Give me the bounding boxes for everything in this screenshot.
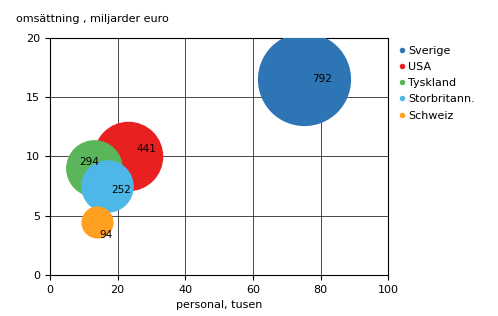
X-axis label: personal, tusen: personal, tusen (176, 300, 262, 310)
Point (124, 154, 131, 159)
Text: 252: 252 (112, 185, 131, 195)
Text: 792: 792 (312, 74, 332, 84)
Point (300, 77, 308, 82)
Legend: Sverige, USA, Tyskland, Storbritann., Schweiz: Sverige, USA, Tyskland, Storbritann., Sc… (397, 44, 478, 123)
Text: 441: 441 (136, 144, 156, 154)
Point (90, 166, 98, 171)
Text: 94: 94 (99, 230, 112, 240)
Point (104, 184, 112, 189)
Text: omsättning , miljarder euro: omsättning , miljarder euro (16, 14, 169, 24)
Text: 294: 294 (80, 157, 100, 167)
Point (93, 219, 101, 224)
